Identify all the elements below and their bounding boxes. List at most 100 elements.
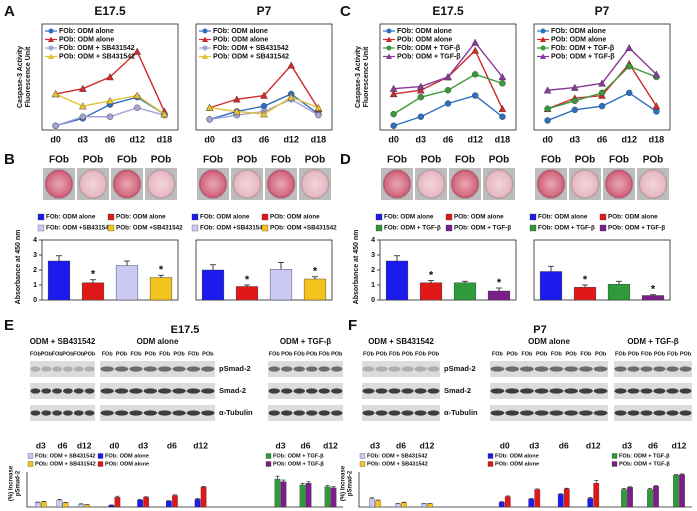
legend-label: FOb: ODM + TGF-β [397,45,461,52]
x-tick-label: d0 [388,134,399,144]
line-marker [571,106,578,114]
bar [149,277,173,301]
x-tick-label: d12 [193,440,208,450]
y-axis-label: pSmad-2 [16,470,22,496]
line-marker [160,110,169,118]
panel-letter: B [4,151,15,168]
blot-strip [490,405,608,421]
line-marker [106,73,114,81]
bar [504,496,511,508]
line-marker [205,103,214,111]
significance-mark: * [497,277,502,289]
blot-strip [490,383,608,399]
line-marker [598,79,606,87]
legend-marker [540,45,546,51]
blot-band [666,366,679,372]
plot-frame [533,23,671,131]
group-label: ODM + TGF-β [280,337,331,346]
blot-band [129,366,143,372]
legend-swatch [37,224,45,232]
error-bar [564,487,569,489]
lane-label: POb [331,351,343,357]
x-tick-label: d6 [443,134,454,144]
blot-band [679,410,692,416]
blot-band [73,410,84,416]
blot-band [143,366,157,372]
legend-swatch [97,461,104,467]
legend-label: FOb: ODM + TGF-β [538,225,595,232]
chart-title: P7 [257,4,272,18]
blot-band [564,366,578,372]
legend-swatch [487,453,494,459]
x-tick-label: d12 [621,134,637,144]
error-bar [195,498,200,500]
legend-label: POb: ODM + SB431542 [35,461,96,467]
line-marker [78,102,87,110]
line-marker [444,73,452,81]
bar [172,495,178,508]
blot-band [362,366,375,372]
legend-swatch [261,224,269,232]
blot-band [640,388,653,394]
legend-label: POb: ODM +SB431542 [270,225,337,232]
blot-band [158,410,172,416]
significance-mark: * [313,266,318,278]
panel-letter: C [340,3,351,20]
line-marker [544,105,551,113]
blot-band [268,366,280,372]
lane-label: FOb [551,351,563,357]
plate-well [382,169,412,199]
legend-label: FOb: ODM + TGF-β [273,453,324,459]
lane-label: FOb [294,351,306,357]
error-bar [505,495,510,497]
bar [201,269,225,301]
y-axis-label: Caspase-3 Activity [355,46,362,108]
legend-label: FOb: ODM alone [213,28,268,35]
lane-label: POb [428,351,440,357]
series-line [393,73,503,115]
plot-frame [195,239,333,301]
blot-band [62,366,73,372]
blot-band [375,410,388,416]
legend-label: FOb: ODM alone [105,453,149,459]
line-marker [652,70,661,78]
legend-label: POb: ODM alone [116,214,166,221]
legend-swatch [97,453,104,459]
plate-well [300,169,330,199]
bar [274,478,281,508]
legend-marker [540,28,546,34]
x-tick-label: d6 [301,440,311,450]
plate-well [232,169,262,199]
line-marker [51,90,60,98]
x-tick-label: d12 [420,440,435,450]
line-marker [106,113,114,120]
blot-band [186,366,201,372]
plate-well [604,169,634,199]
bar [47,260,71,301]
blot-band [281,410,293,416]
legend-swatch [261,213,269,221]
blot-band [520,410,534,416]
legend-swatch [191,213,199,221]
blot-band [129,388,143,394]
blot-band [41,366,52,372]
plate-well [416,169,446,199]
bar [587,498,594,508]
blot-strip [268,405,343,421]
plot-frame [41,23,179,131]
legend-marker [540,53,546,59]
error-bar [312,276,318,279]
blot-strip [100,405,215,421]
error-bar [158,274,164,278]
error-bar [275,475,280,479]
blot-band [534,388,549,394]
blot-band [362,410,375,416]
lane-label: FOb [521,351,533,357]
legend-label: FOb: ODM + TGF-β [384,225,441,232]
line-marker [287,93,296,101]
error-bar [650,294,656,296]
error-bar [654,485,658,487]
legend-label: FOb: ODM alone [46,214,96,221]
legend-swatch [27,453,34,459]
legend-label: FOb: ODM + SB431542 [367,453,427,459]
